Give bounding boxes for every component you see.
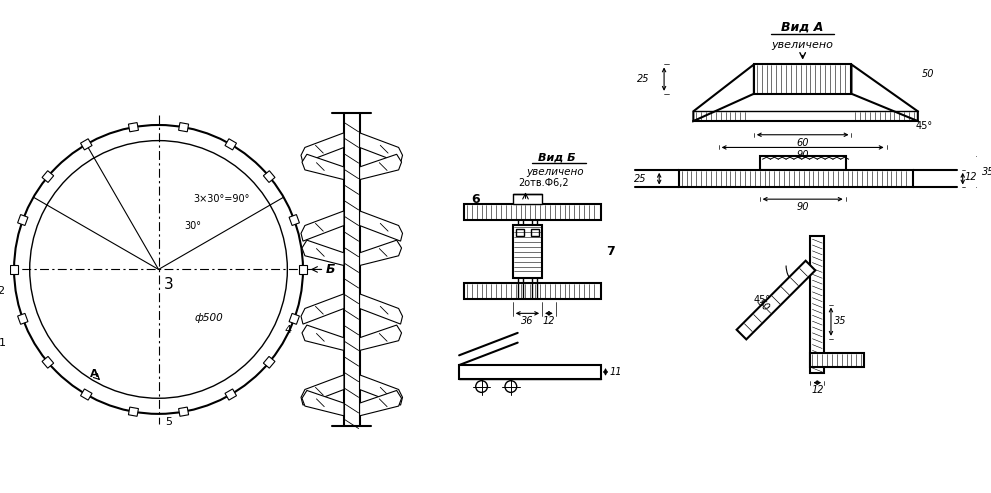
Text: А: А: [90, 369, 99, 380]
Text: 45°: 45°: [915, 121, 933, 131]
Polygon shape: [736, 261, 816, 339]
Text: 25: 25: [637, 74, 649, 84]
Text: увеличено: увеличено: [772, 40, 833, 50]
Text: 6: 6: [472, 193, 480, 206]
Bar: [679, 170, 913, 187]
Polygon shape: [129, 123, 139, 132]
Bar: [512, 224, 542, 278]
Polygon shape: [360, 390, 401, 416]
Polygon shape: [851, 65, 918, 121]
Polygon shape: [301, 133, 344, 163]
Text: 30°: 30°: [184, 220, 201, 231]
Polygon shape: [302, 154, 344, 179]
Polygon shape: [80, 389, 92, 400]
Bar: [754, 65, 851, 94]
Text: 50: 50: [922, 69, 934, 79]
Text: 36: 36: [521, 316, 534, 326]
Polygon shape: [302, 390, 344, 416]
Polygon shape: [360, 240, 401, 266]
Polygon shape: [225, 389, 237, 400]
Polygon shape: [301, 375, 344, 405]
Text: 12: 12: [543, 316, 555, 326]
Polygon shape: [360, 294, 402, 324]
Text: 45°: 45°: [753, 295, 770, 305]
Text: 7: 7: [606, 246, 614, 258]
Bar: [811, 236, 825, 373]
Text: ф500: ф500: [195, 313, 224, 323]
Polygon shape: [80, 139, 92, 150]
Text: увеличено: увеличено: [526, 167, 584, 177]
Bar: [811, 353, 864, 367]
Bar: [515, 229, 523, 236]
Bar: [760, 156, 845, 170]
Polygon shape: [42, 356, 54, 368]
Bar: [531, 229, 539, 236]
Text: 3: 3: [164, 277, 173, 291]
Polygon shape: [18, 214, 28, 225]
Polygon shape: [178, 123, 188, 132]
Bar: [459, 365, 601, 379]
Text: 50: 50: [755, 297, 771, 313]
Text: 12: 12: [811, 386, 824, 395]
Polygon shape: [301, 211, 344, 241]
Polygon shape: [302, 240, 344, 266]
Text: 11: 11: [609, 367, 621, 377]
Polygon shape: [289, 314, 299, 324]
Polygon shape: [42, 171, 54, 182]
Text: 2отв.Ф6,2: 2отв.Ф6,2: [518, 177, 570, 187]
Text: 90: 90: [797, 150, 809, 160]
Bar: [512, 194, 542, 204]
Text: Б: Б: [326, 263, 335, 276]
Text: 5: 5: [165, 417, 171, 426]
Polygon shape: [694, 65, 754, 121]
Polygon shape: [225, 139, 237, 150]
Text: 3×30°=90°: 3×30°=90°: [194, 194, 250, 204]
Bar: [464, 204, 601, 220]
Text: 35: 35: [982, 167, 991, 177]
Polygon shape: [18, 314, 28, 324]
Polygon shape: [302, 325, 344, 351]
Text: 90: 90: [797, 202, 809, 212]
Polygon shape: [264, 171, 275, 182]
Text: Вид А: Вид А: [782, 21, 824, 34]
Polygon shape: [299, 265, 307, 274]
Text: Вид Б: Вид Б: [538, 152, 576, 162]
Polygon shape: [360, 325, 401, 351]
Text: 12: 12: [964, 172, 977, 182]
Polygon shape: [360, 154, 401, 179]
Text: 25: 25: [634, 174, 646, 184]
Polygon shape: [264, 356, 275, 368]
Text: 60: 60: [797, 138, 809, 147]
Polygon shape: [178, 407, 188, 416]
Polygon shape: [360, 133, 402, 163]
Polygon shape: [10, 265, 18, 274]
Text: 1: 1: [0, 338, 6, 348]
Polygon shape: [360, 211, 402, 241]
Polygon shape: [301, 294, 344, 324]
Polygon shape: [289, 214, 299, 225]
Polygon shape: [129, 407, 139, 416]
Text: 35: 35: [834, 316, 847, 326]
Polygon shape: [360, 375, 402, 405]
Text: 4: 4: [284, 325, 292, 335]
Text: 2: 2: [0, 286, 4, 296]
Bar: [464, 283, 601, 299]
